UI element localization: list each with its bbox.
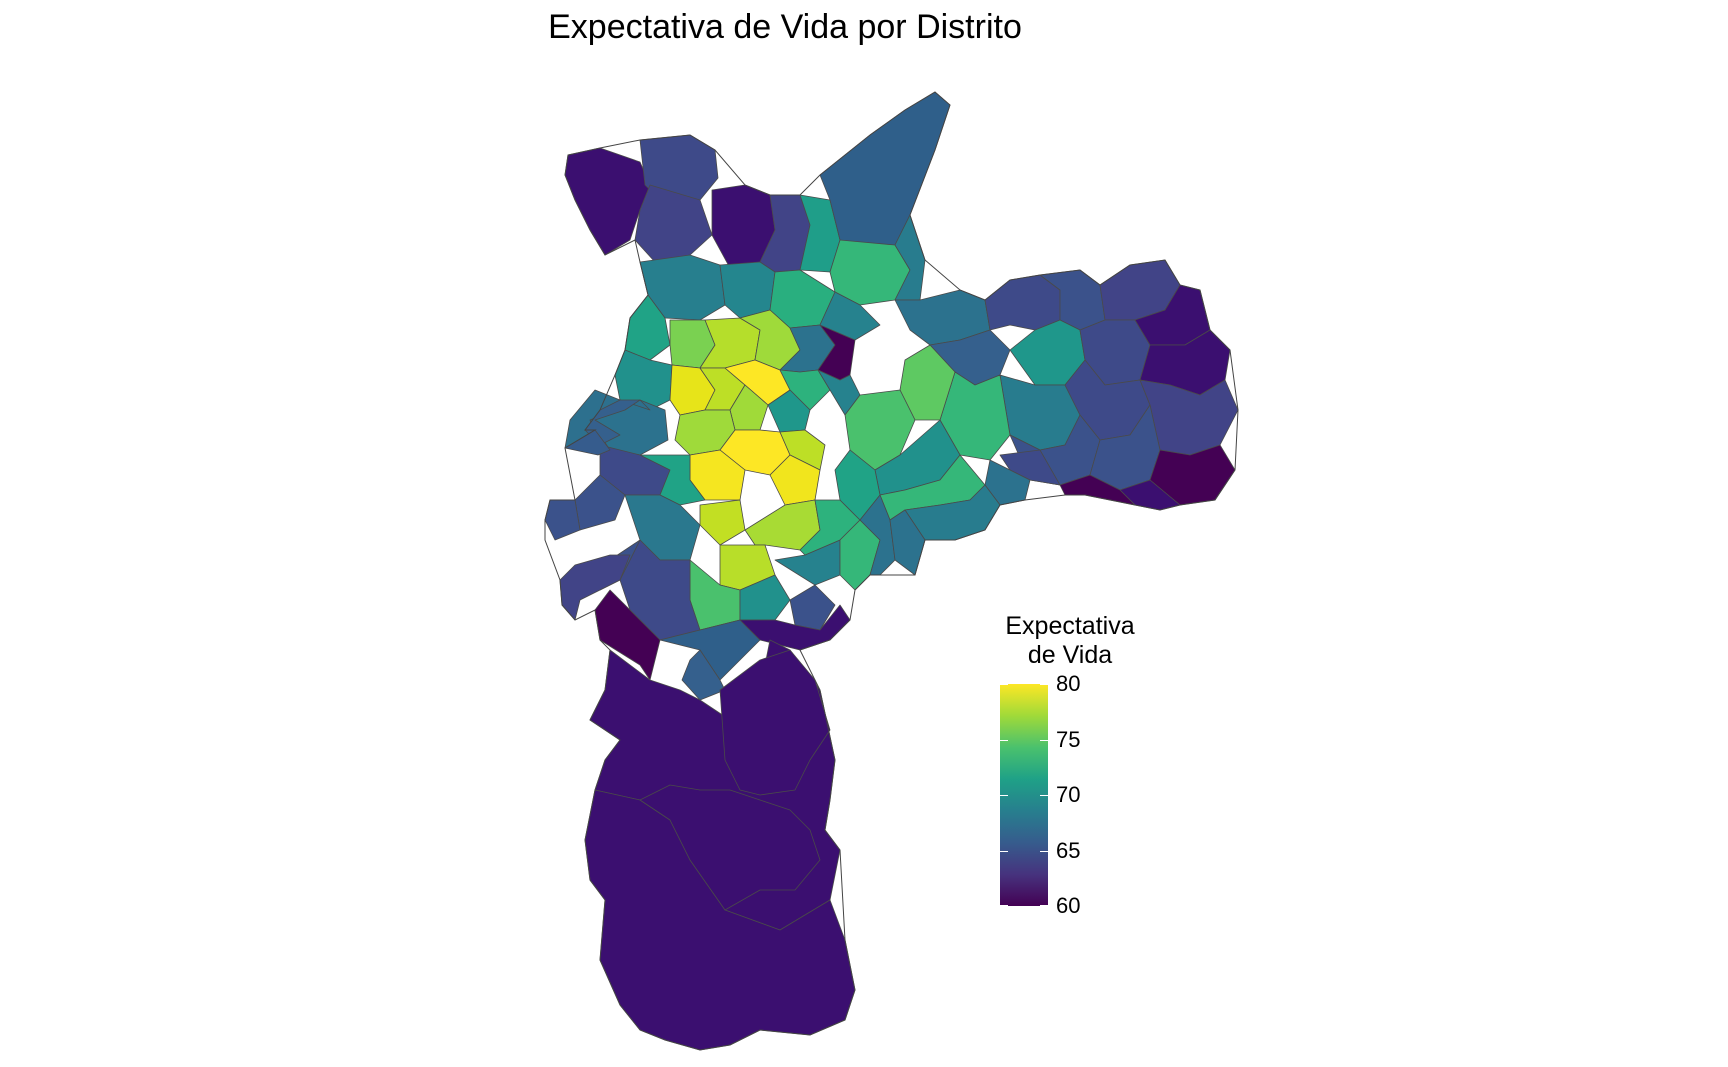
legend-tick-label: 60 [1056,893,1081,918]
district-region [739,574,791,621]
district-region [789,584,836,631]
legend-tick-mark [1000,905,1008,906]
district-region [639,784,821,911]
district-region [614,349,673,411]
district-region [719,649,831,796]
district-region [559,554,631,621]
legend-tick-mark [1040,684,1048,685]
district-region [779,429,826,471]
legend-title: Expectativa de Vida [990,612,1150,670]
legend-tick-mark [1040,739,1048,741]
city-outline [544,91,1239,1051]
legend-tick-label: 65 [1056,837,1081,863]
legend-tick-mark [1040,850,1048,852]
legend-tick-label: 75 [1056,726,1081,752]
district-region [769,454,821,506]
district-region [639,454,706,506]
legend-title-line2: de Vida [1027,641,1113,669]
district-region [889,509,926,576]
district-region [699,499,746,546]
district-region [544,499,581,541]
district-region [574,474,626,531]
legend-tick-mark [1000,795,1008,796]
district-region [984,274,1061,331]
district-region [819,291,881,341]
legend-tick-mark [1000,850,1008,852]
legend-title-line1: Expectativa [1005,612,1135,640]
district-region [819,91,951,251]
legend-tick-mark [1000,739,1008,741]
legend-tick-mark [1000,684,1008,685]
map-title: Expectativa de Vida por Distrito [548,8,1022,46]
legend-tick-label: 80 [1056,671,1081,696]
legend-tick-label: 70 [1056,782,1081,807]
district-region [719,261,776,319]
district-region [859,494,896,576]
legend-tick-mark [1040,905,1048,906]
legend-tick-mark [1040,795,1048,796]
